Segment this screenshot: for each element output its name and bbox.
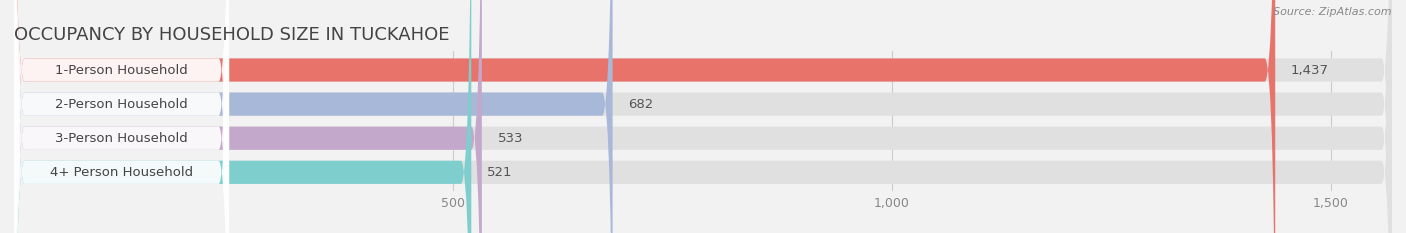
Text: 521: 521	[486, 166, 513, 179]
FancyBboxPatch shape	[14, 0, 1392, 233]
FancyBboxPatch shape	[14, 0, 613, 233]
Text: 682: 682	[628, 98, 654, 111]
Text: 4+ Person Household: 4+ Person Household	[51, 166, 193, 179]
FancyBboxPatch shape	[14, 0, 229, 233]
FancyBboxPatch shape	[14, 0, 1392, 233]
FancyBboxPatch shape	[14, 0, 229, 233]
FancyBboxPatch shape	[14, 0, 229, 233]
FancyBboxPatch shape	[14, 0, 1392, 233]
FancyBboxPatch shape	[14, 0, 1275, 233]
FancyBboxPatch shape	[14, 0, 229, 233]
FancyBboxPatch shape	[14, 0, 1392, 233]
FancyBboxPatch shape	[14, 0, 471, 233]
Text: 1,437: 1,437	[1291, 64, 1329, 76]
FancyBboxPatch shape	[14, 0, 482, 233]
Text: Source: ZipAtlas.com: Source: ZipAtlas.com	[1274, 7, 1392, 17]
Text: 1-Person Household: 1-Person Household	[55, 64, 188, 76]
Text: 533: 533	[498, 132, 523, 145]
Text: 3-Person Household: 3-Person Household	[55, 132, 188, 145]
Text: OCCUPANCY BY HOUSEHOLD SIZE IN TUCKAHOE: OCCUPANCY BY HOUSEHOLD SIZE IN TUCKAHOE	[14, 26, 450, 44]
Text: 2-Person Household: 2-Person Household	[55, 98, 188, 111]
